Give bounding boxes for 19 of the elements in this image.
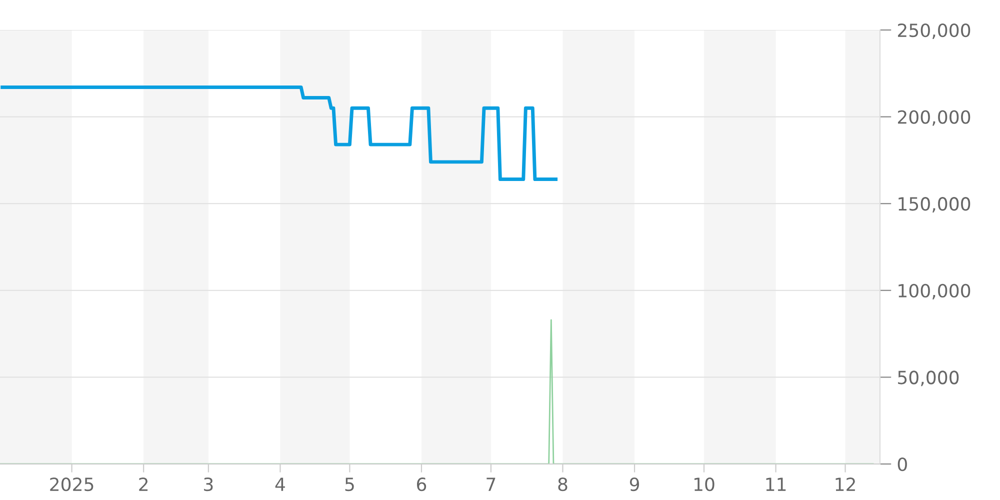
y-tick-label: 150,000 (898, 197, 970, 213)
line-series (0, 86, 558, 182)
x-tick-label: 9 (630, 478, 639, 492)
x-tick-label: 12 (836, 478, 855, 491)
y-tick-label: 200,000 (898, 110, 970, 126)
x-tick-label: 5 (345, 478, 354, 492)
y-tick-label: 0 (898, 457, 907, 472)
x-tick-label: 2025 (50, 478, 94, 492)
y-tick-label: 250,000 (898, 23, 970, 39)
x-tick-label: 10 (694, 478, 714, 492)
x-tick-label: 3 (204, 478, 213, 492)
x-tick-label: 6 (416, 478, 426, 492)
x-tick-label: 4 (275, 478, 285, 491)
y-tick-label: 100,000 (898, 284, 970, 300)
x-tick-label: 7 (486, 478, 496, 491)
x-tick-label: 2 (139, 478, 148, 491)
x-tick-label: 8 (558, 478, 568, 492)
y-tick-label: 50,000 (898, 370, 959, 386)
x-tick-label: 11 (766, 478, 786, 491)
